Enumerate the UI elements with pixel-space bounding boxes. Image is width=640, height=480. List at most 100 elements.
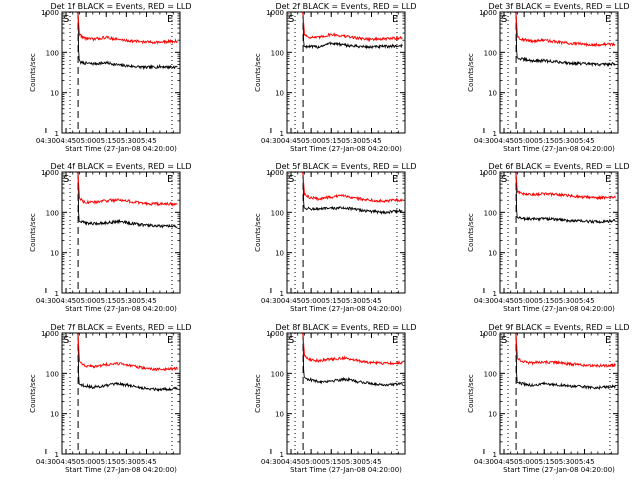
y-tick-label: 1000 (41, 9, 59, 17)
y-tick-label: 1 (55, 290, 59, 298)
x-tick-label: 05:30 (554, 458, 574, 466)
x-tick-label: 04:45 (56, 297, 76, 305)
y-tick-label: 10 (275, 411, 284, 419)
series-line-lld (514, 172, 616, 201)
y-tick-label: 10 (275, 90, 284, 98)
x-tick-label: 05:15 (321, 297, 341, 305)
y-tick-label: 100 (271, 49, 284, 57)
y-axis-label: Counts/sec (254, 374, 262, 413)
y-tick-label: 10 (50, 411, 59, 419)
y-tick-label: 1 (280, 130, 284, 138)
x-tick-label: 05:00 (76, 137, 96, 145)
series-line-events (302, 334, 403, 387)
start-marker: S (501, 14, 507, 25)
detector-panel-6: Det 6f BLACK = Events, RED = LLD 1 10 100 10… (467, 162, 630, 313)
panel-title: Det 1f BLACK = Events, RED = LLD (50, 2, 191, 11)
plot-frame (61, 171, 181, 294)
plot-frame (499, 332, 619, 455)
start-marker: S (288, 174, 294, 185)
x-axis-label: Start Time (27-Jan-08 04:20:00) (503, 145, 615, 153)
y-tick-label: 100 (484, 370, 497, 378)
panel-title: Det 4f BLACK = Events, RED = LLD (50, 162, 191, 171)
x-tick-label: 05:00 (514, 297, 534, 305)
x-tick-label: 05:15 (96, 458, 116, 466)
panel-title: Det 9f BLACK = Events, RED = LLD (488, 323, 629, 332)
y-tick-label: 10 (488, 411, 497, 419)
x-tick-label: 05:45 (574, 137, 594, 145)
panel-title: Det 6f BLACK = Events, RED = LLD (488, 162, 629, 171)
x-tick-label: 05:00 (76, 458, 96, 466)
y-tick-label: 1 (55, 130, 59, 138)
detector-panel-4: Det 4f BLACK = Events, RED = LLD 1 10 100 10… (29, 162, 192, 313)
x-tick-label: 05:30 (116, 137, 136, 145)
x-tick-label: 05:15 (534, 297, 554, 305)
plot-frame (499, 11, 619, 134)
detector-panel-8: Det 8f BLACK = Events, RED = LLD 1 10 100 10… (254, 323, 417, 474)
x-tick-label: 05:45 (136, 297, 156, 305)
y-tick-label: 10 (488, 90, 497, 98)
x-tick-label: 04:45 (494, 137, 514, 145)
y-tick-label: 10 (50, 90, 59, 98)
x-tick-label: 04:45 (494, 297, 514, 305)
y-tick-label: 10 (275, 250, 284, 258)
y-tick-label: 1 (493, 451, 497, 459)
series-line-events (302, 13, 403, 50)
x-tick-label: 04:30 (261, 458, 281, 466)
series-line-events (515, 334, 616, 391)
end-marker: E (392, 174, 398, 185)
y-tick-label: 100 (271, 370, 284, 378)
x-tick-label: 05:00 (514, 137, 534, 145)
x-tick-label: 05:00 (76, 297, 96, 305)
series-line-lld (514, 333, 616, 369)
y-tick-label: 100 (46, 370, 59, 378)
y-axis-label: Counts/sec (467, 53, 475, 92)
detector-panel-3: Det 3f BLACK = Events, RED = LLD 1 10 100 10… (467, 2, 630, 153)
x-tick-label: 04:45 (56, 137, 76, 145)
x-tick-label: 05:15 (534, 458, 554, 466)
series-line-lld (76, 333, 178, 372)
x-tick-label: 04:45 (494, 458, 514, 466)
x-tick-label: 05:15 (96, 297, 116, 305)
x-tick-label: 05:30 (554, 297, 574, 305)
y-axis-label: Counts/sec (254, 213, 262, 252)
x-tick-label: 04:45 (56, 458, 76, 466)
detector-panel-2: Det 2f BLACK = Events, RED = LLD 1 10 100 10… (254, 2, 417, 153)
y-tick-label: 1 (55, 451, 59, 459)
end-marker: E (167, 174, 173, 185)
series-line-events (77, 334, 178, 393)
y-tick-label: 100 (46, 49, 59, 57)
x-tick-label: 05:45 (361, 297, 381, 305)
y-tick-label: 1000 (479, 9, 497, 17)
x-tick-label: 05:45 (136, 458, 156, 466)
x-axis-label: Start Time (27-Jan-08 04:20:00) (65, 305, 177, 313)
end-marker: E (392, 335, 398, 346)
x-tick-label: 04:45 (281, 458, 301, 466)
series-line-lld (76, 172, 178, 207)
x-tick-label: 05:00 (514, 458, 534, 466)
series-line-events (77, 13, 178, 71)
x-tick-label: 05:30 (116, 297, 136, 305)
plot-frame (286, 171, 406, 294)
x-axis-label: Start Time (27-Jan-08 04:20:00) (65, 145, 177, 153)
series-line-events (302, 173, 403, 215)
x-tick-label: 05:00 (301, 297, 321, 305)
y-axis-label: Counts/sec (467, 374, 475, 413)
x-tick-label: 05:30 (341, 297, 361, 305)
x-tick-label: 05:45 (574, 297, 594, 305)
x-tick-label: 05:00 (301, 137, 321, 145)
series-line-lld (76, 12, 178, 45)
plot-frame (286, 332, 406, 455)
panel-title: Det 7f BLACK = Events, RED = LLD (50, 323, 191, 332)
panel-title: Det 5f BLACK = Events, RED = LLD (275, 162, 416, 171)
y-axis-label: Counts/sec (254, 53, 262, 92)
series-line-events (77, 173, 178, 229)
detector-panel-1: Det 1f BLACK = Events, RED = LLD 1 10 100 10… (29, 2, 192, 153)
series-line-lld (301, 12, 403, 43)
y-tick-label: 1000 (41, 330, 59, 338)
plot-frame (499, 171, 619, 294)
x-tick-label: 05:15 (321, 458, 341, 466)
detector-panel-9: Det 9f BLACK = Events, RED = LLD 1 10 100 10… (467, 323, 630, 474)
x-tick-label: 05:15 (534, 137, 554, 145)
x-axis-label: Start Time (27-Jan-08 04:20:00) (503, 466, 615, 474)
